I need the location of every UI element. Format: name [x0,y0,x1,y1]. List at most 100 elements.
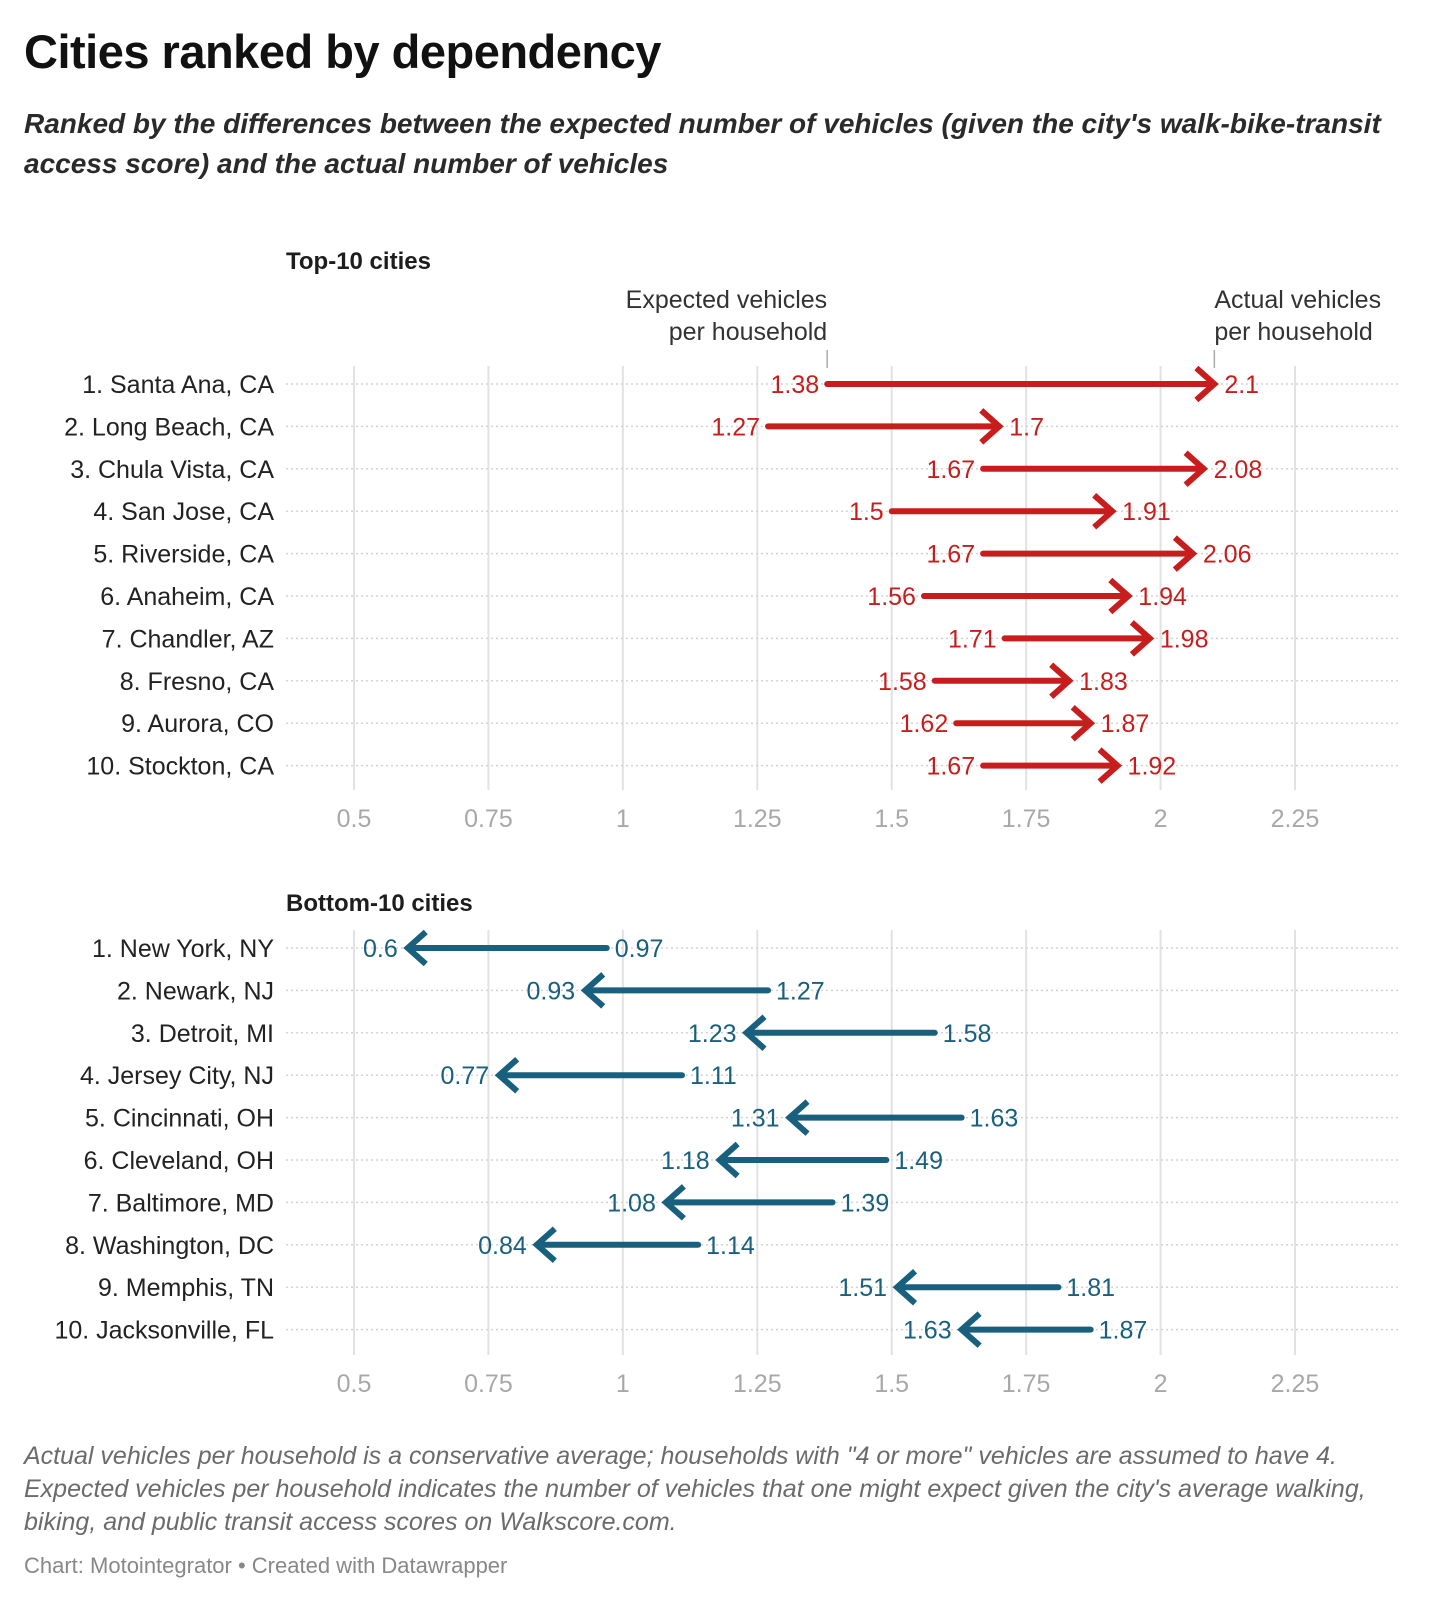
bottom-expected-value-label: 1.49 [894,1147,943,1175]
bottom-expected-value-label: 1.39 [841,1189,890,1217]
expected-annotation-line1: Expected vehicles [626,286,828,314]
bottom-actual-value-label: 1.51 [838,1274,887,1302]
top-actual-value-label: 1.92 [1128,753,1177,781]
top-category-label: 5. Riverside, CA [93,541,274,569]
panel-title-top: Top-10 cities [286,248,431,275]
top-x-tick-label: 1.75 [1002,805,1051,833]
top-category-label: 7. Chandler, AZ [102,625,274,653]
top-x-tick-label: 0.5 [337,805,372,833]
bottom-expected-value-label: 0.97 [615,935,664,963]
bottom-x-tick-label: 0.5 [337,1370,372,1398]
bottom-x-tick-label: 2.25 [1271,1370,1320,1398]
bottom-arrow-head [715,1141,740,1179]
top-expected-value-label: 1.58 [878,668,927,696]
bottom-category-label: 3. Detroit, MI [131,1020,274,1048]
top-actual-value-label: 2.1 [1224,371,1259,399]
bottom-arrow-head [892,1268,918,1306]
bottom-expected-value-label: 1.58 [943,1020,992,1048]
bottom-arrow-head [742,1014,767,1052]
top-actual-value-label: 1.7 [1009,413,1044,441]
bottom-actual-value-label: 1.23 [688,1020,737,1048]
bottom-actual-value-label: 0.77 [441,1062,490,1090]
top-x-tick-label: 0.75 [464,805,513,833]
top-actual-value-label: 1.83 [1079,668,1128,696]
bottom-category-label: 9. Memphis, TN [98,1274,274,1302]
top-arrow-head [1194,365,1219,403]
bottom-actual-value-label: 0.6 [363,935,398,963]
top-arrow-head [1097,747,1123,784]
top-arrow-head [1108,577,1133,615]
top-expected-value-label: 1.38 [771,371,820,399]
top-actual-value-label: 1.98 [1160,625,1209,653]
top-arrow-head [979,408,1004,445]
bottom-actual-value-label: 0.93 [527,977,576,1005]
bottom-expected-value-label: 1.63 [970,1105,1019,1133]
bottom-actual-value-label: 1.31 [731,1105,780,1133]
bottom-expected-value-label: 1.11 [690,1062,737,1090]
bottom-expected-value-label: 1.27 [776,977,825,1005]
top-expected-value-label: 1.62 [900,710,949,738]
bottom-actual-value-label: 1.08 [607,1189,656,1217]
top-x-tick-label: 1 [616,805,630,833]
bottom-x-tick-label: 0.75 [464,1370,513,1398]
top-category-label: 2. Long Beach, CA [64,413,274,441]
chart-subtitle: Ranked by the differences between the ex… [24,108,1381,179]
bottom-category-label: 1. New York, NY [92,935,274,963]
bottom-x-tick-label: 2 [1154,1370,1168,1398]
bottom-expected-value-label: 1.81 [1066,1274,1115,1302]
bottom-actual-value-label: 0.84 [478,1232,527,1260]
top-actual-value-label: 2.06 [1203,541,1252,569]
top-arrow-head [1070,704,1096,742]
top-actual-value-label: 1.87 [1101,710,1150,738]
top-expected-value-label: 1.27 [711,413,760,441]
top-expected-value-label: 1.67 [926,753,975,781]
bottom-arrow-head [580,972,606,1009]
actual-annotation-line2: per household [1214,318,1372,346]
top-expected-value-label: 1.56 [867,583,916,611]
bottom-category-label: 7. Baltimore, MD [88,1189,274,1217]
bottom-x-tick-label: 1.75 [1002,1370,1051,1398]
bottom-arrow-head [494,1056,520,1094]
top-expected-value-label: 1.67 [926,541,975,569]
top-x-tick-label: 1.25 [733,805,782,833]
bottom-category-label: 5. Cincinnati, OH [85,1105,274,1133]
top-expected-value-label: 1.5 [849,498,884,526]
top-category-label: 9. Aurora, CO [121,710,274,738]
chart-notes: Actual vehicles per household is a conse… [24,1442,1366,1536]
expected-annotation-line2: per household [669,318,827,346]
bottom-category-label: 10. Jacksonville, FL [54,1317,274,1345]
top-expected-value-label: 1.71 [948,625,997,653]
top-arrow-head [1172,535,1198,572]
bottom-category-label: 4. Jersey City, NJ [80,1062,274,1090]
top-arrow-head [1049,662,1074,700]
actual-annotation-line1: Actual vehicles [1214,286,1381,314]
bottom-actual-value-label: 1.18 [661,1147,710,1175]
bottom-x-tick-label: 1 [616,1370,630,1398]
top-expected-value-label: 1.67 [926,456,975,484]
bottom-expected-value-label: 1.14 [706,1232,755,1260]
top-category-label: 3. Chula Vista, CA [70,456,274,484]
bottom-x-tick-label: 1.25 [733,1370,782,1398]
top-category-label: 1. Santa Ana, CA [82,371,274,399]
top-category-label: 4. San Jose, CA [93,498,274,526]
top-category-label: 8. Fresno, CA [120,668,275,696]
top-x-tick-label: 2 [1154,805,1168,833]
chart-title: Cities ranked by dependency [24,25,661,78]
top-actual-value-label: 1.94 [1138,583,1187,611]
panel-title-bottom: Bottom-10 cities [286,890,473,917]
top-arrow-head [1129,620,1155,657]
top-x-tick-label: 1.5 [874,805,909,833]
bottom-arrow-head [785,1099,810,1136]
bottom-arrow-head [957,1311,982,1348]
top-actual-value-label: 2.08 [1214,456,1263,484]
top-category-label: 6. Anaheim, CA [100,583,274,611]
top-actual-value-label: 1.91 [1122,498,1171,526]
bottom-arrow-head [532,1226,557,1264]
bottom-expected-value-label: 1.87 [1099,1317,1148,1345]
bottom-category-label: 6. Cleveland, OH [84,1147,274,1175]
top-arrow-head [1092,492,1117,530]
top-category-label: 10. Stockton, CA [86,753,274,781]
bottom-arrow-head [661,1184,686,1221]
bottom-category-label: 2. Newark, NJ [117,977,274,1005]
